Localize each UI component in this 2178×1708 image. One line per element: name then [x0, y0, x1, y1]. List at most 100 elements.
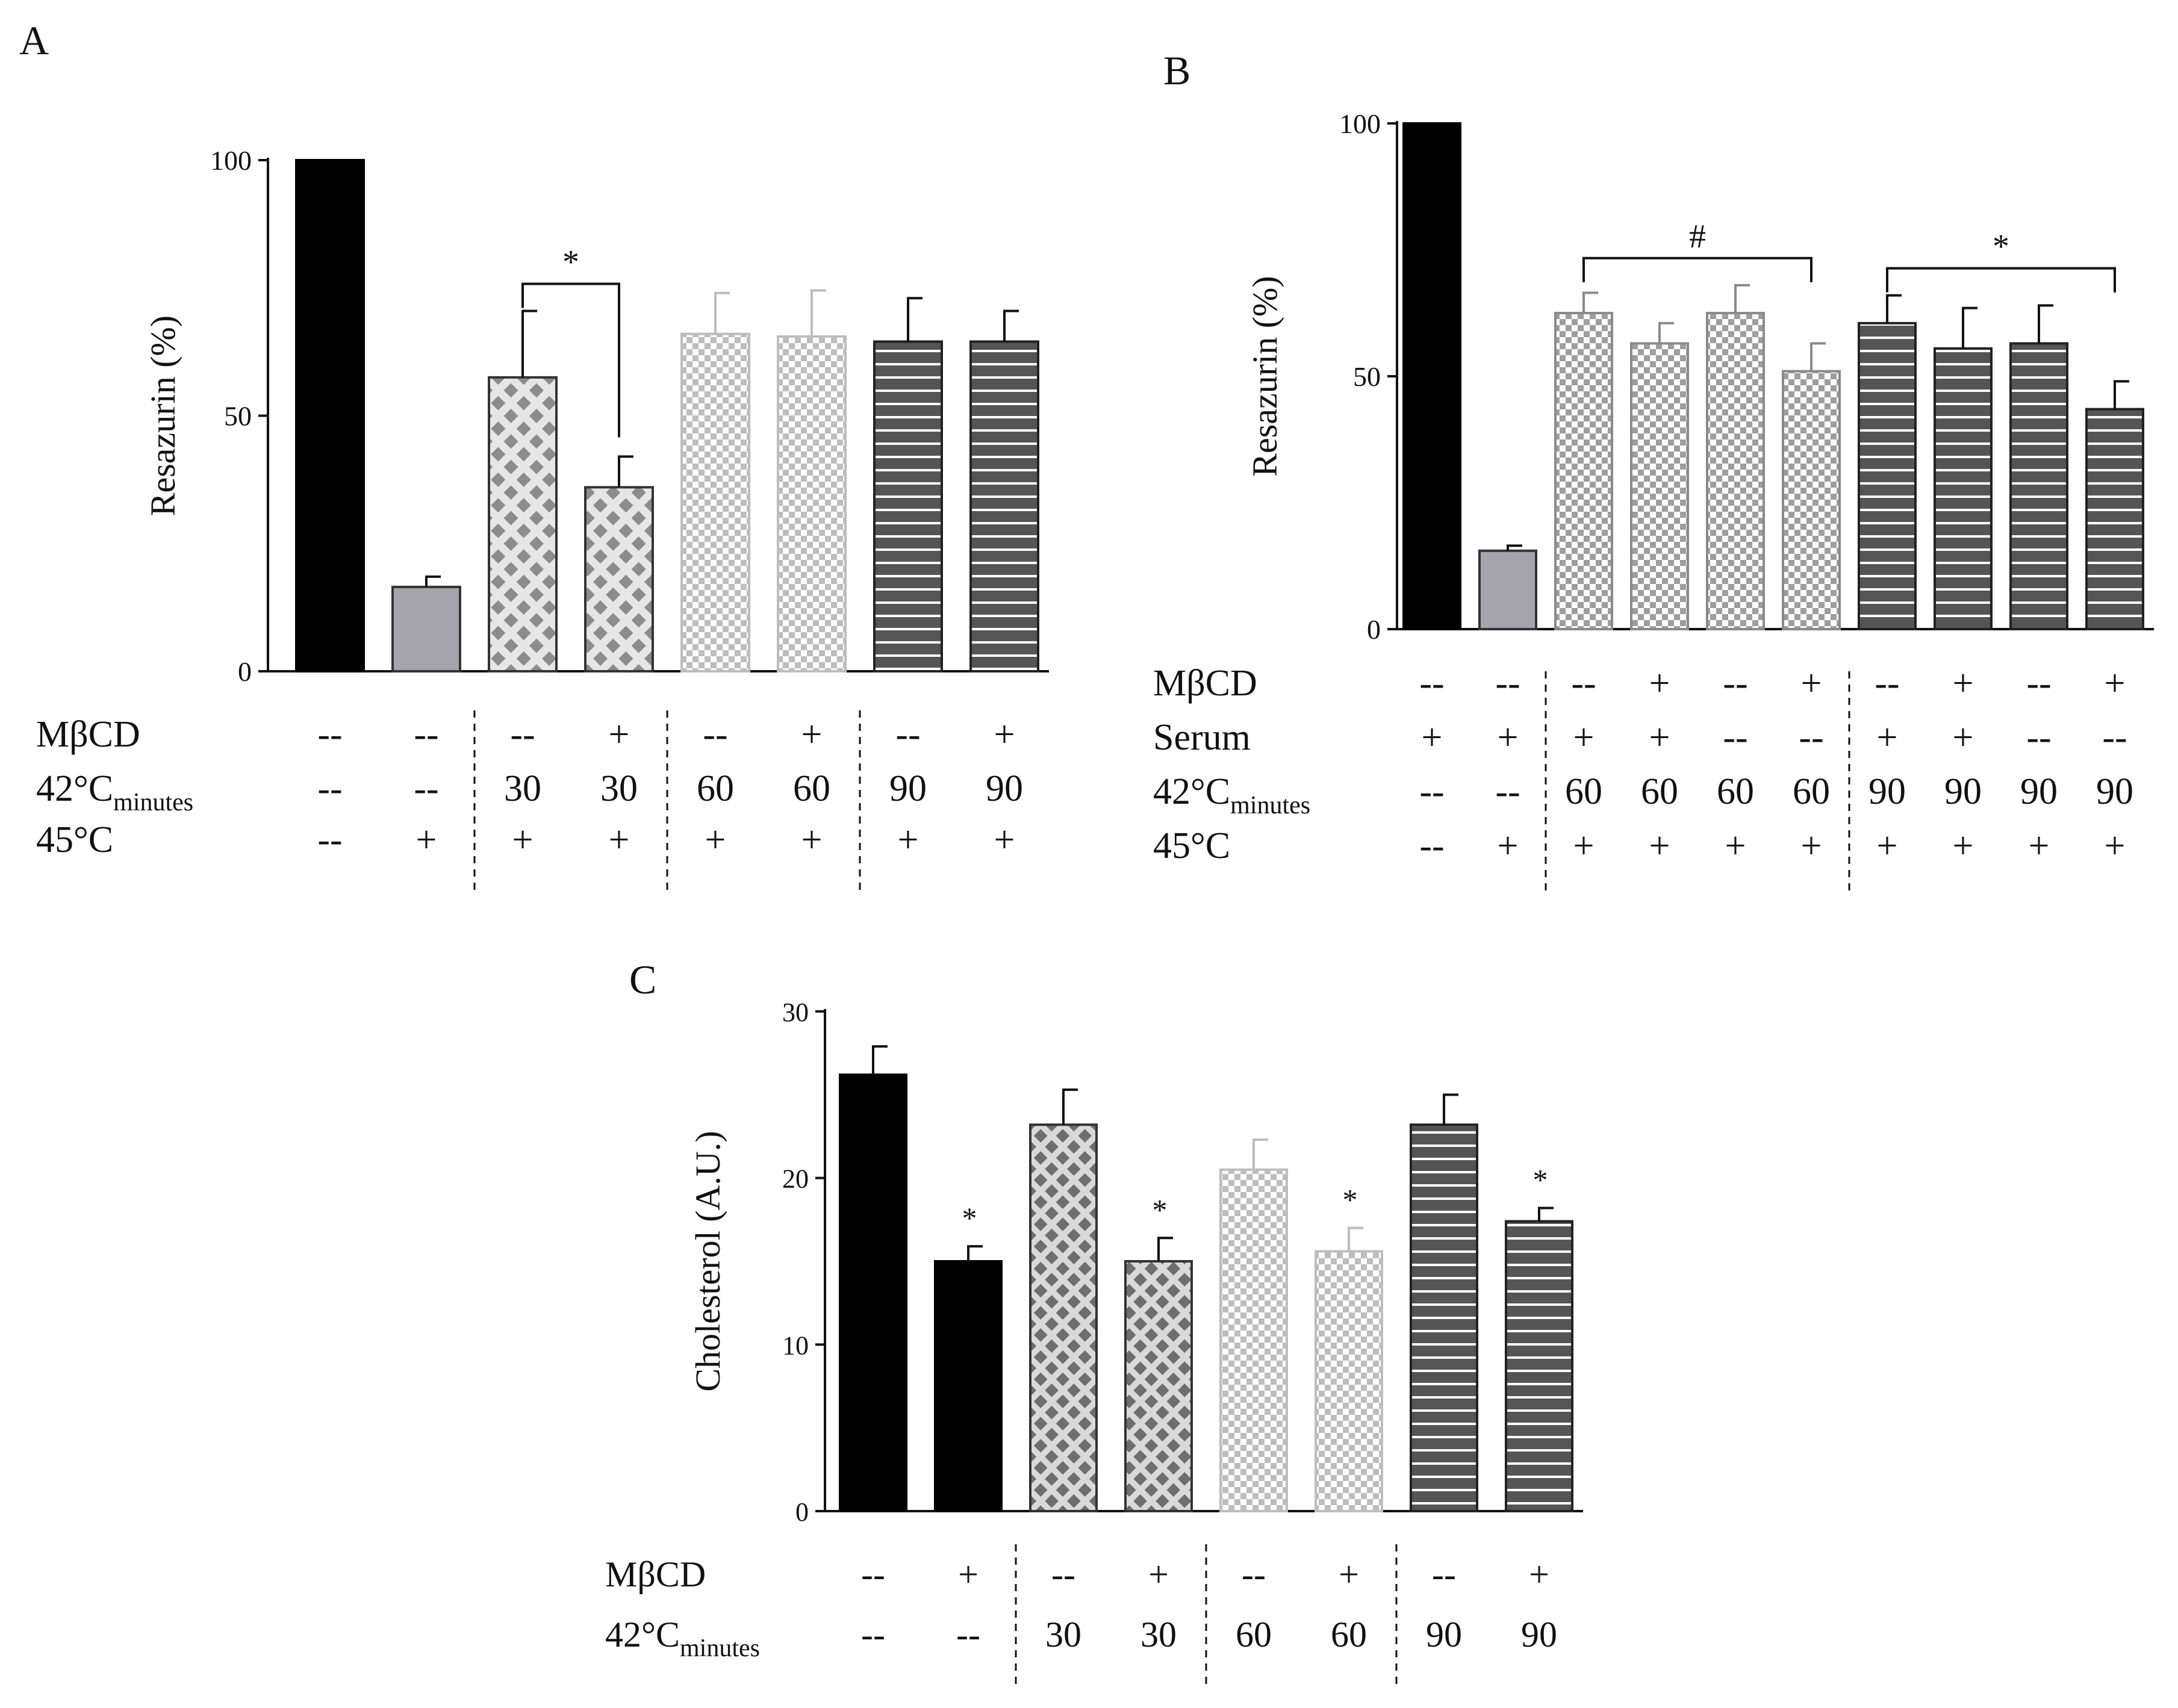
bar — [295, 159, 365, 672]
condition-cell: -- — [1495, 771, 1520, 812]
condition-cell: -- — [1723, 663, 1747, 704]
condition-cell: -- — [895, 714, 920, 755]
panel-label-a: A — [19, 17, 49, 63]
condition-row-label: 42°Cminutes — [605, 1615, 760, 1662]
bar-significance-star: * — [1343, 1183, 1358, 1217]
condition-cell: 60 — [1565, 771, 1602, 812]
bar — [1934, 347, 1993, 630]
panel-label-b: B — [1163, 48, 1190, 93]
bar — [391, 585, 461, 672]
bar — [1029, 1123, 1098, 1512]
bar — [1219, 1168, 1288, 1513]
bar — [584, 486, 654, 672]
condition-cell: 30 — [600, 768, 638, 809]
condition-cell: -- — [1723, 717, 1747, 758]
condition-cell: + — [898, 819, 919, 860]
condition-row-label-subscript: minutes — [1230, 792, 1310, 819]
condition-cell: -- — [1419, 771, 1444, 812]
condition-cell: -- — [2102, 717, 2127, 758]
condition-cell: + — [1498, 717, 1519, 758]
condition-cell: -- — [317, 819, 342, 860]
y-tick-label: 0 — [238, 656, 252, 687]
condition-cell: -- — [956, 1615, 980, 1654]
condition-cell: 90 — [889, 768, 927, 809]
condition-cell: 90 — [1944, 771, 1982, 812]
condition-cell: 90 — [2096, 771, 2133, 812]
condition-cell: -- — [414, 768, 438, 809]
chart-c: 0 10 20 30 Cholesterol (A.U.) * * * * MβCD -- + -- + -… — [605, 998, 1583, 1689]
y-tick-label: 100 — [1339, 108, 1381, 139]
chart-a: 0 50 100 Resazurin (%) * MβCD -- -- -- + -- + -- +42°… — [36, 145, 1049, 891]
condition-cell: -- — [1875, 663, 1899, 704]
condition-cell: 60 — [1641, 771, 1678, 812]
y-tick-label: 0 — [795, 1497, 809, 1527]
condition-row-label-subscript: minutes — [680, 1635, 760, 1662]
condition-cell: + — [1649, 663, 1670, 704]
significance-label: * — [562, 243, 579, 281]
condition-cell: 90 — [1426, 1615, 1462, 1654]
condition-cell: + — [705, 819, 726, 860]
panel-label-c: C — [629, 957, 656, 1002]
condition-cell: + — [2105, 825, 2126, 866]
condition-cell: + — [1877, 717, 1898, 758]
condition-cell: + — [1725, 825, 1746, 866]
condition-cell: -- — [1419, 663, 1444, 704]
bar — [1782, 370, 1841, 630]
condition-cell: + — [958, 1554, 979, 1594]
bar — [488, 376, 558, 672]
bar — [1554, 312, 1613, 630]
y-axis-label: Resazurin (%) — [143, 315, 182, 516]
condition-cell: -- — [414, 714, 438, 755]
condition-cell: 60 — [1236, 1615, 1272, 1654]
condition-cell: -- — [861, 1615, 885, 1654]
y-tick-label: 30 — [782, 998, 809, 1027]
y-tick-label: 20 — [782, 1164, 809, 1194]
condition-cell: 30 — [504, 768, 541, 809]
condition-cell: + — [1953, 825, 1974, 866]
condition-cell: + — [1953, 717, 1974, 758]
condition-cell: -- — [703, 714, 727, 755]
condition-cell: -- — [317, 768, 342, 809]
condition-cell: 30 — [1140, 1615, 1177, 1654]
bar — [839, 1073, 907, 1512]
bar — [873, 340, 943, 672]
condition-row-label: Serum — [1153, 717, 1251, 758]
bar — [934, 1260, 1003, 1512]
condition-cell: + — [1801, 825, 1822, 866]
condition-cell: -- — [1571, 663, 1596, 704]
bar — [2085, 408, 2144, 630]
condition-cell: + — [609, 714, 630, 755]
bar-significance-star: * — [962, 1201, 977, 1235]
condition-cell: + — [1573, 825, 1595, 866]
bar — [969, 340, 1039, 672]
bar — [1410, 1123, 1478, 1512]
condition-cell: 90 — [1868, 771, 1906, 812]
bar — [1124, 1260, 1193, 1512]
condition-cell: + — [1339, 1554, 1359, 1594]
bar — [1478, 549, 1537, 630]
condition-cell: + — [2105, 663, 2126, 704]
condition-cell: -- — [2026, 717, 2051, 758]
condition-cell: -- — [510, 714, 535, 755]
condition-cell: 60 — [1717, 771, 1754, 812]
condition-cell: 60 — [793, 768, 830, 809]
significance-label: * — [1993, 228, 2009, 266]
y-tick-label: 100 — [210, 145, 252, 176]
condition-cell: -- — [2026, 663, 2051, 704]
condition-cell: -- — [1419, 825, 1444, 866]
y-tick-label: 10 — [782, 1331, 809, 1360]
condition-row-label: 42°Cminutes — [1153, 771, 1310, 819]
condition-row-label: MβCD — [36, 714, 140, 755]
bar — [1630, 342, 1689, 631]
condition-cell: + — [1649, 717, 1670, 758]
significance-label: # — [1689, 218, 1706, 255]
condition-row-label: MβCD — [1153, 663, 1257, 704]
y-tick-label: 50 — [224, 401, 252, 432]
condition-cell: -- — [1799, 717, 1823, 758]
condition-cell: + — [1953, 663, 1974, 704]
condition-cell: + — [1573, 717, 1595, 758]
condition-cell: + — [1498, 825, 1519, 866]
significance-bracket — [1886, 267, 2116, 293]
significance-bracket — [1582, 256, 1812, 282]
